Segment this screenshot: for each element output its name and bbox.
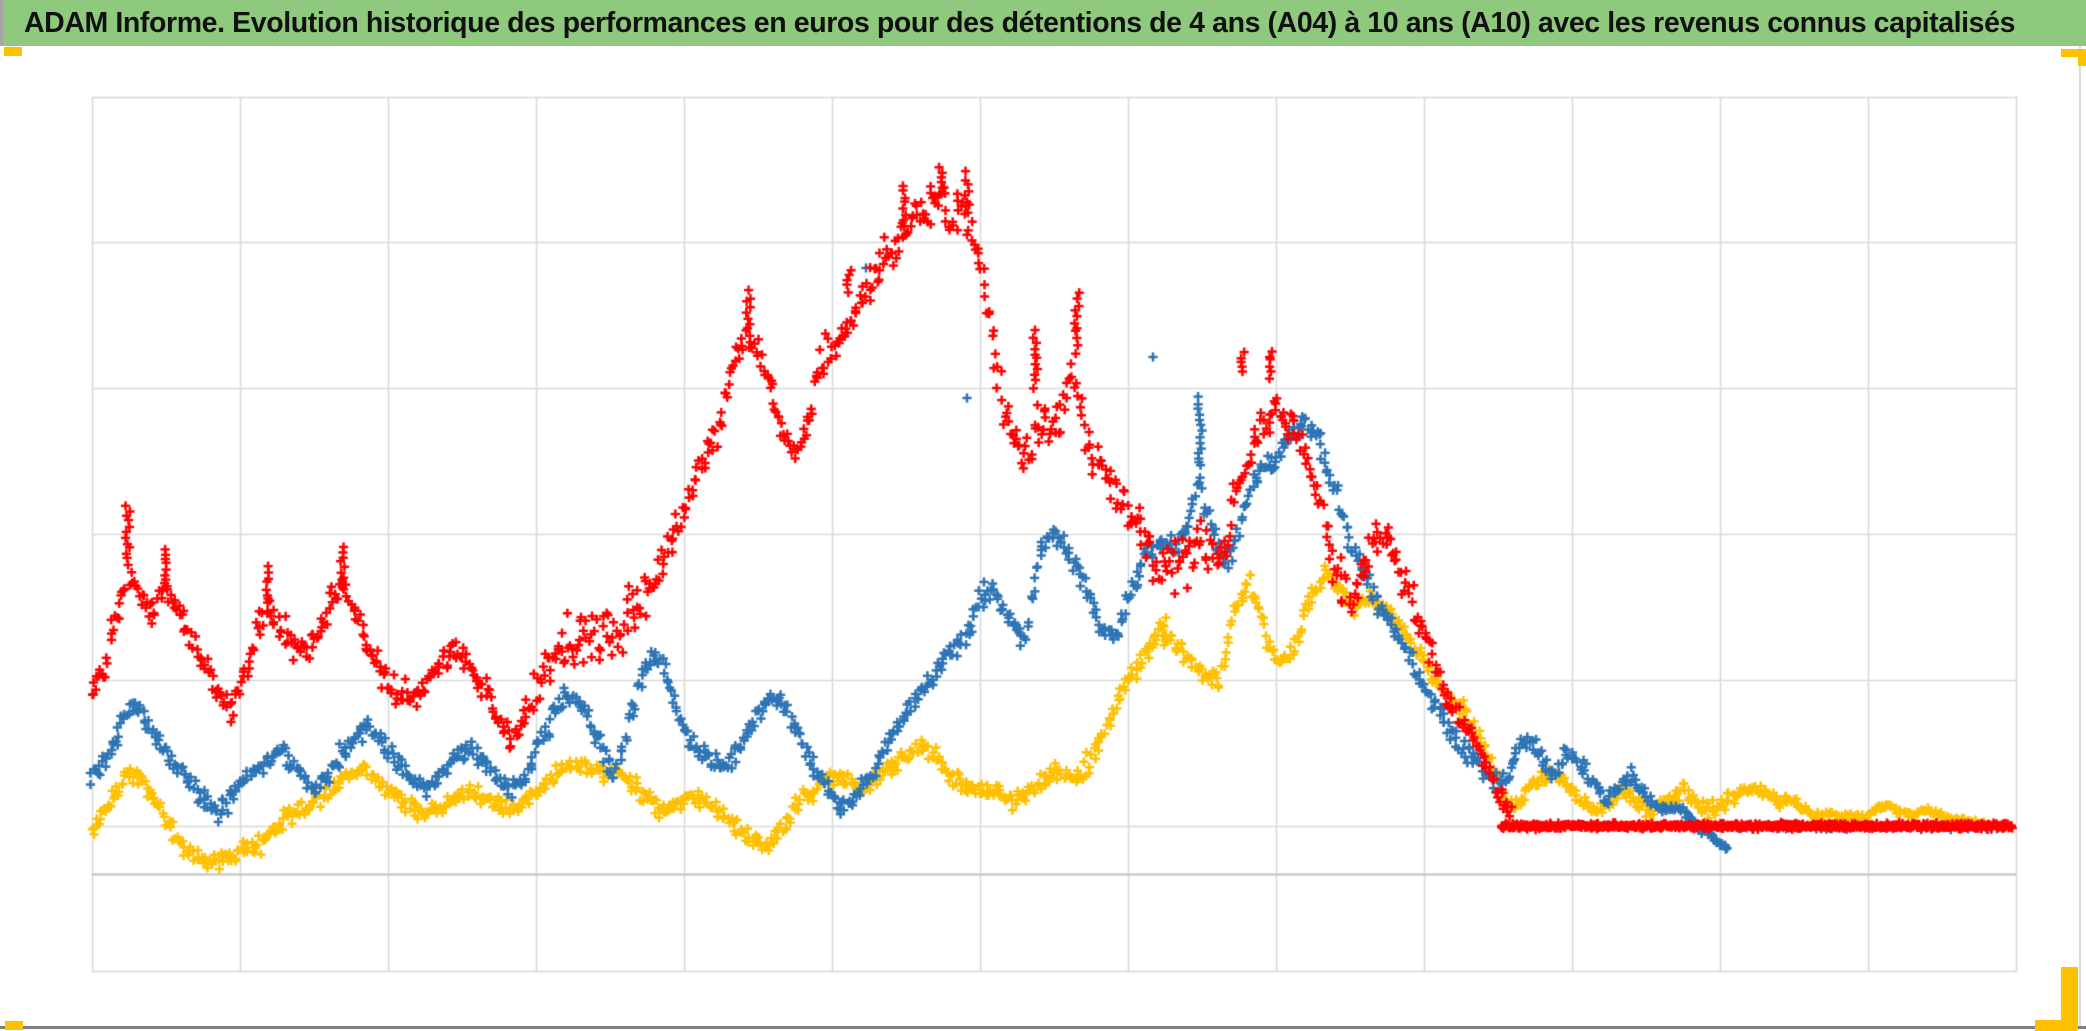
bracket-bottom-right-v bbox=[2061, 967, 2078, 1031]
bracket-top-right-v bbox=[2078, 49, 2086, 66]
bracket-bottom-right-h bbox=[2035, 1020, 2078, 1031]
tab-bottom-left bbox=[5, 1021, 23, 1030]
bottom-window-line bbox=[0, 1026, 2086, 1029]
bracket-top-right-h bbox=[2061, 49, 2086, 57]
left-edge-sliver bbox=[0, 0, 3, 46]
right-window-line bbox=[2079, 46, 2081, 1028]
tab-top-left bbox=[4, 47, 22, 56]
